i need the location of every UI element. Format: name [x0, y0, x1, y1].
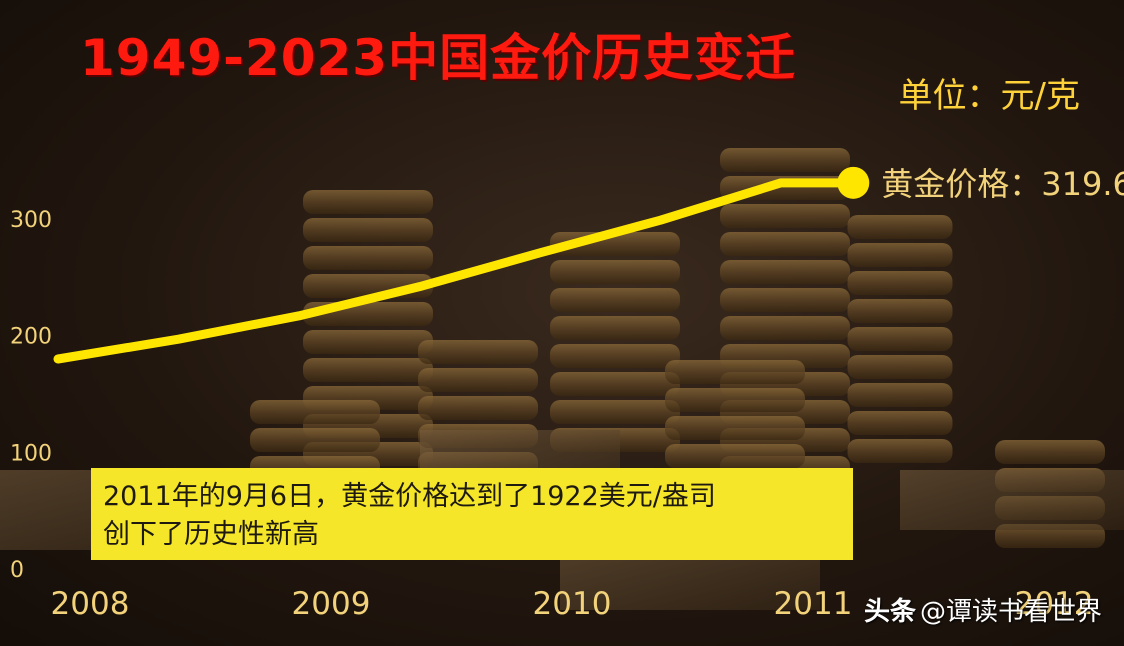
coin-decoration: [665, 388, 805, 412]
coin-decoration: [250, 428, 380, 452]
unit-label: 单位：元/克: [898, 76, 1080, 116]
coin-decoration: [665, 360, 805, 384]
coin-decoration: [665, 444, 805, 468]
callout-box: 2011年的9月6日，黄金价格达到了1922美元/盎司 创下了历史性新高: [91, 468, 853, 560]
coin-decoration: [720, 316, 850, 340]
coin-decoration: [847, 439, 953, 463]
coin-decoration: [550, 344, 680, 368]
x-tick-label: 2012: [1015, 586, 1094, 622]
coin-decoration: [418, 396, 538, 420]
x-tick-label: 2009: [292, 586, 371, 622]
watermark-brand: 头条: [863, 597, 916, 627]
y-tick-label: 100: [10, 441, 52, 466]
coin-decoration: [720, 232, 850, 256]
coin-decoration: [665, 416, 805, 440]
coin-decoration: [303, 190, 433, 214]
coin-decoration: [303, 218, 433, 242]
coin-decoration: [847, 243, 953, 267]
coin-decoration: [720, 288, 850, 312]
y-tick-label: 0: [10, 558, 24, 583]
coin-decoration: [847, 215, 953, 239]
coin-decoration: [847, 355, 953, 379]
callout-line-2: 创下了历史性新高: [103, 519, 319, 550]
coin-decoration: [418, 340, 538, 364]
chart-title: 1949-2023中国金价历史变迁: [80, 29, 797, 87]
data-point-latest: [837, 166, 870, 199]
coin-decoration: [303, 330, 433, 354]
coin-decoration: [418, 368, 538, 392]
coin-decoration: [720, 260, 850, 284]
callout-line-1: 2011年的9月6日，黄金价格达到了1922美元/盎司: [103, 481, 716, 512]
watermark-account: @谭读书看世界: [919, 597, 1102, 627]
coin-decoration: [847, 271, 953, 295]
coin-decoration: [847, 327, 953, 351]
coin-decoration: [720, 148, 850, 172]
series-line-gold-price: [53, 178, 858, 364]
coin-decoration: [550, 372, 680, 396]
coin-decoration: [550, 288, 680, 312]
coin-decoration: [303, 358, 433, 382]
y-tick-label: 300: [10, 208, 52, 233]
coin-decoration: [550, 400, 680, 424]
coin-decoration: [550, 260, 680, 284]
gold-bar-decoration: [900, 470, 1124, 530]
coin-decoration: [303, 246, 433, 270]
coin-decoration: [550, 316, 680, 340]
x-tick-label: 2008: [51, 586, 130, 622]
coin-decoration: [847, 383, 953, 407]
coin-decoration: [720, 204, 850, 228]
x-tick-label: 2011: [774, 586, 853, 622]
coin-decoration: [250, 400, 380, 424]
data-label-latest: 黄金价格：319.66: [881, 165, 1124, 203]
x-tick-label: 2010: [533, 586, 612, 622]
y-tick-label: 200: [10, 325, 52, 350]
coin-decoration: [847, 299, 953, 323]
watermark: 头条 @谭读书看世界: [864, 591, 1102, 628]
coin-decoration: [847, 411, 953, 435]
coin-decoration: [995, 440, 1105, 464]
